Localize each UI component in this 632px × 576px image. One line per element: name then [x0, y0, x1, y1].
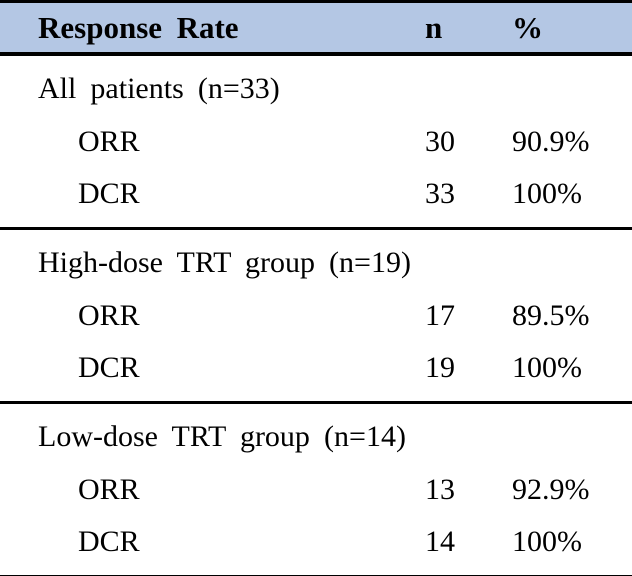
section-label: All patients (n=33) — [38, 72, 280, 105]
section-high-dose: High-dose TRT group (n=19) ORR 17 89.5% … — [0, 229, 632, 404]
section-all-patients: All patients (n=33) ORR 30 90.9% DCR 33 … — [0, 54, 632, 230]
section-header-row: Low-dose TRT group (n=14) — [0, 403, 632, 465]
section-low-dose: Low-dose TRT group (n=14) ORR 13 92.9% D… — [0, 403, 632, 576]
table-row-dcr: DCR 14 100% — [0, 516, 632, 576]
table-header-row: Response Rate n % — [0, 0, 632, 56]
row-pct-value: 90.9% — [512, 125, 590, 158]
row-n-value: 17 — [425, 299, 455, 332]
row-pct-value: 89.5% — [512, 299, 590, 332]
row-label: DCR — [0, 168, 425, 230]
section-header-row: All patients (n=33) — [0, 54, 632, 116]
table-row-orr: ORR 17 89.5% — [0, 290, 632, 342]
header-percent: % — [512, 0, 632, 56]
table-row-dcr: DCR 33 100% — [0, 168, 632, 230]
table-row-orr: ORR 30 90.9% — [0, 116, 632, 168]
table-row-orr: ORR 13 92.9% — [0, 464, 632, 516]
row-pct-value: 100% — [512, 342, 632, 404]
section-header-row: High-dose TRT group (n=19) — [0, 229, 632, 291]
row-n-value: 19 — [425, 342, 512, 404]
section-label: Low-dose TRT group (n=14) — [38, 420, 406, 453]
header-response-rate: Response Rate — [0, 0, 425, 56]
row-pct-value: 100% — [512, 516, 632, 576]
row-label: ORR — [78, 125, 140, 158]
row-pct-value: 100% — [512, 168, 632, 230]
row-n-value: 33 — [425, 168, 512, 230]
row-n-value: 13 — [425, 473, 455, 506]
table-row-dcr: DCR 19 100% — [0, 342, 632, 404]
row-pct-value: 92.9% — [512, 473, 590, 506]
row-label: DCR — [0, 342, 425, 404]
row-n-value: 14 — [425, 516, 512, 576]
row-label: ORR — [78, 299, 140, 332]
row-n-value: 30 — [425, 125, 455, 158]
header-n: n — [425, 0, 512, 56]
row-label: ORR — [78, 473, 140, 506]
section-label: High-dose TRT group (n=19) — [38, 246, 411, 279]
row-label: DCR — [0, 516, 425, 576]
